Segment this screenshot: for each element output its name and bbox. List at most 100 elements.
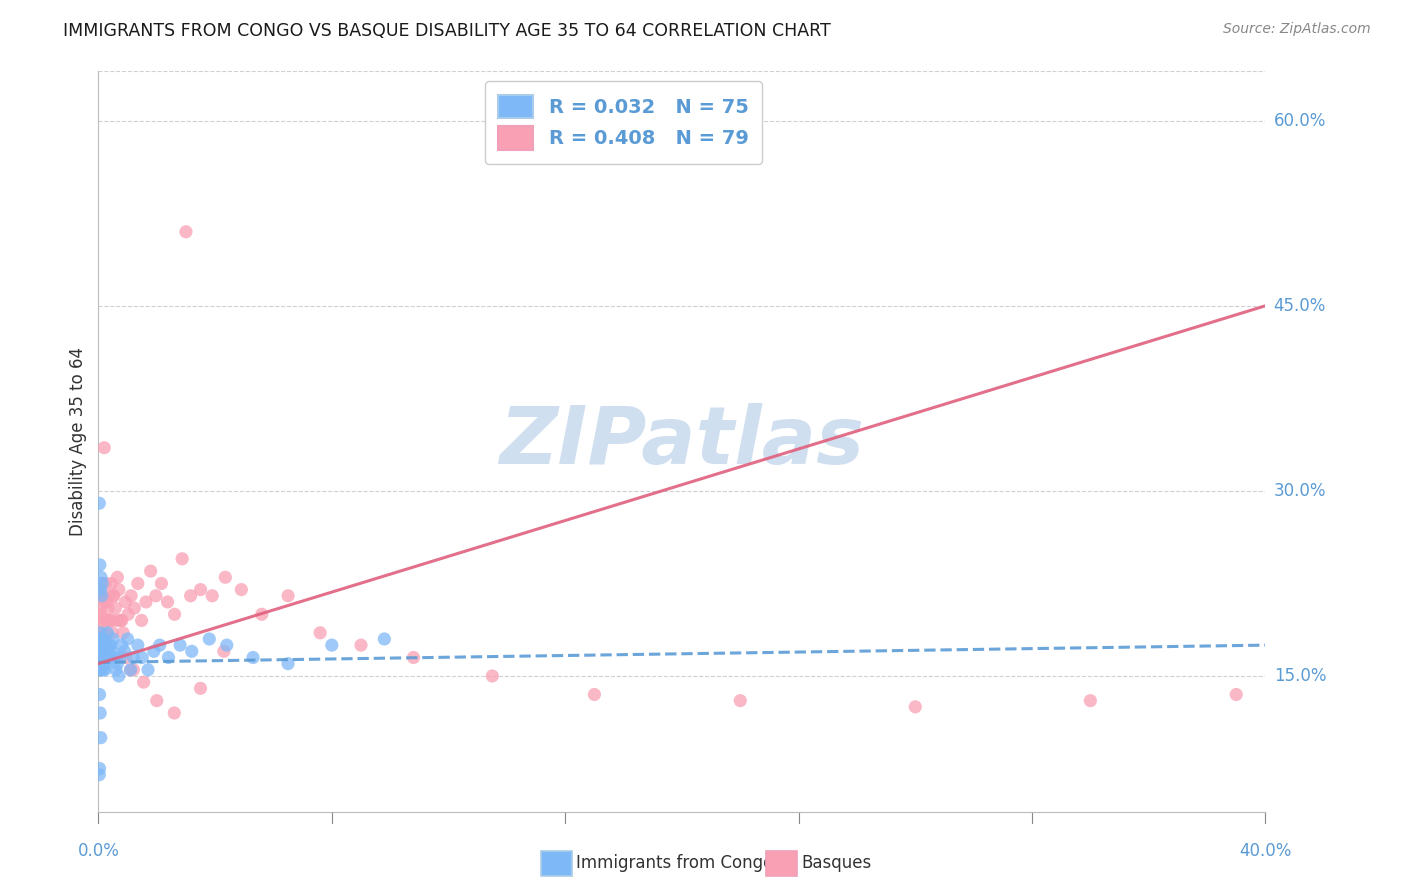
Point xyxy=(89,650,111,665)
Point xyxy=(114,644,136,658)
Text: Basques: Basques xyxy=(801,855,872,872)
Point xyxy=(94,657,117,671)
Text: Source: ZipAtlas.com: Source: ZipAtlas.com xyxy=(1223,22,1371,37)
Point xyxy=(110,650,132,665)
Point xyxy=(91,644,114,658)
Point xyxy=(89,638,111,652)
Point xyxy=(117,607,139,622)
Point xyxy=(93,614,115,628)
Point xyxy=(96,614,118,628)
Point xyxy=(103,589,125,603)
Y-axis label: Disability Age 35 to 64: Disability Age 35 to 64 xyxy=(69,347,87,536)
Point xyxy=(97,644,120,658)
Point xyxy=(402,650,425,665)
Point xyxy=(101,625,124,640)
Point xyxy=(250,607,273,622)
Point xyxy=(180,644,202,658)
Point xyxy=(93,657,115,671)
Point xyxy=(97,601,120,615)
Point xyxy=(97,589,120,603)
Point xyxy=(89,644,111,658)
Text: 0.0%: 0.0% xyxy=(77,842,120,860)
Point xyxy=(91,650,114,665)
Point xyxy=(89,632,111,646)
Point xyxy=(142,644,165,658)
Text: 15.0%: 15.0% xyxy=(1274,667,1326,685)
Point xyxy=(90,576,112,591)
Point xyxy=(89,625,111,640)
Point xyxy=(90,632,112,646)
Point xyxy=(124,601,146,615)
Point xyxy=(127,638,149,652)
Text: 45.0%: 45.0% xyxy=(1274,297,1326,315)
Point xyxy=(201,589,224,603)
Point xyxy=(904,699,927,714)
Point xyxy=(93,632,115,646)
Point xyxy=(104,601,127,615)
Point xyxy=(91,650,114,665)
Point xyxy=(97,650,120,665)
Point xyxy=(96,625,118,640)
Point xyxy=(1225,688,1247,702)
Point xyxy=(156,595,179,609)
Point xyxy=(90,625,112,640)
Point xyxy=(90,731,112,745)
Point xyxy=(132,675,155,690)
Point xyxy=(104,663,127,677)
Point xyxy=(321,638,343,652)
Point xyxy=(90,638,112,652)
Point xyxy=(89,589,111,603)
Point xyxy=(101,632,124,646)
Point xyxy=(93,650,115,665)
Point xyxy=(150,576,173,591)
Point xyxy=(89,582,111,597)
Point xyxy=(89,663,111,677)
Point xyxy=(93,441,115,455)
Point xyxy=(242,650,264,665)
Point xyxy=(114,595,136,609)
Point xyxy=(93,644,115,658)
Point xyxy=(198,632,221,646)
Point xyxy=(89,688,111,702)
Point xyxy=(127,576,149,591)
Point xyxy=(1080,694,1102,708)
Point xyxy=(149,638,172,652)
Point xyxy=(89,657,111,671)
Point xyxy=(94,638,117,652)
Point xyxy=(90,663,112,677)
Point xyxy=(145,589,167,603)
Point xyxy=(90,601,112,615)
Point xyxy=(131,614,153,628)
Text: Immigrants from Congo: Immigrants from Congo xyxy=(576,855,773,872)
Text: 30.0%: 30.0% xyxy=(1274,482,1326,500)
Point xyxy=(103,650,125,665)
Point xyxy=(98,638,121,652)
Point xyxy=(93,638,115,652)
Point xyxy=(373,632,395,646)
Point xyxy=(94,638,117,652)
Point xyxy=(91,650,114,665)
Point xyxy=(91,663,114,677)
Point xyxy=(90,638,112,652)
Point xyxy=(90,644,112,658)
Point xyxy=(91,632,114,646)
Point xyxy=(93,632,115,646)
Point xyxy=(174,225,197,239)
Point xyxy=(350,638,373,652)
Point xyxy=(157,650,180,665)
Point xyxy=(89,663,111,677)
Point xyxy=(89,558,111,572)
Point xyxy=(89,706,111,720)
Point xyxy=(97,614,120,628)
Point xyxy=(89,644,111,658)
Point xyxy=(105,614,128,628)
Point xyxy=(108,669,131,683)
Text: ZIPatlas: ZIPatlas xyxy=(499,402,865,481)
Point xyxy=(111,614,134,628)
Point xyxy=(89,614,111,628)
Point xyxy=(277,657,299,671)
Text: IMMIGRANTS FROM CONGO VS BASQUE DISABILITY AGE 35 TO 64 CORRELATION CHART: IMMIGRANTS FROM CONGO VS BASQUE DISABILI… xyxy=(63,22,831,40)
Point xyxy=(89,496,111,510)
Point xyxy=(115,650,138,665)
Point xyxy=(89,607,111,622)
